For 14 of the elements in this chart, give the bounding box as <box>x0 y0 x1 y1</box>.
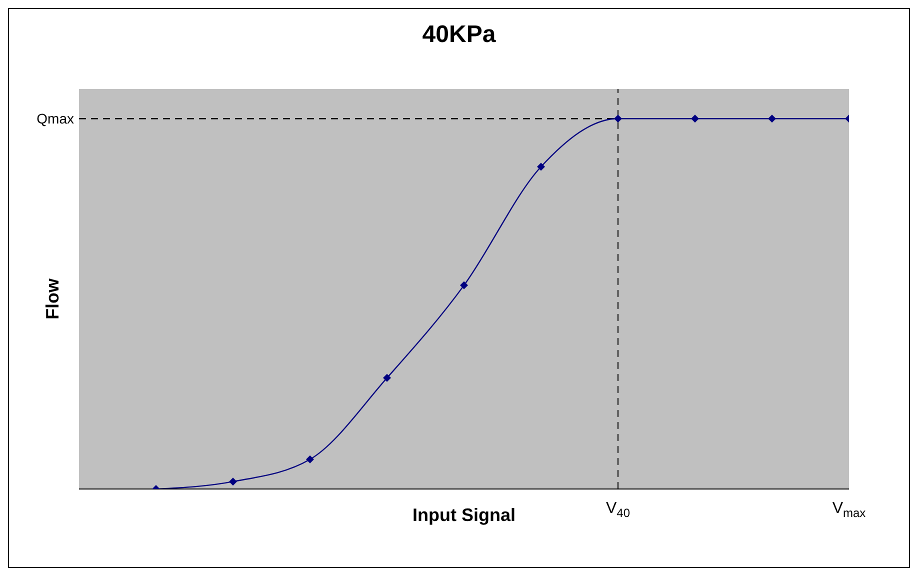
point <box>614 114 622 123</box>
point <box>768 114 776 123</box>
point <box>691 114 699 123</box>
x-axis-title: Input Signal <box>412 505 516 525</box>
x-tick-label: V$_{max}$ <box>832 500 866 520</box>
ref-line-label: Qmax <box>36 110 74 127</box>
point <box>460 281 468 290</box>
point <box>229 478 237 486</box>
point <box>537 162 545 171</box>
chart-title: 40KPa <box>421 21 497 49</box>
point <box>383 374 391 382</box>
y-axis-title: Flow <box>42 278 64 320</box>
point <box>306 455 314 464</box>
x-tick-label: V$_{40}$ <box>606 500 630 520</box>
